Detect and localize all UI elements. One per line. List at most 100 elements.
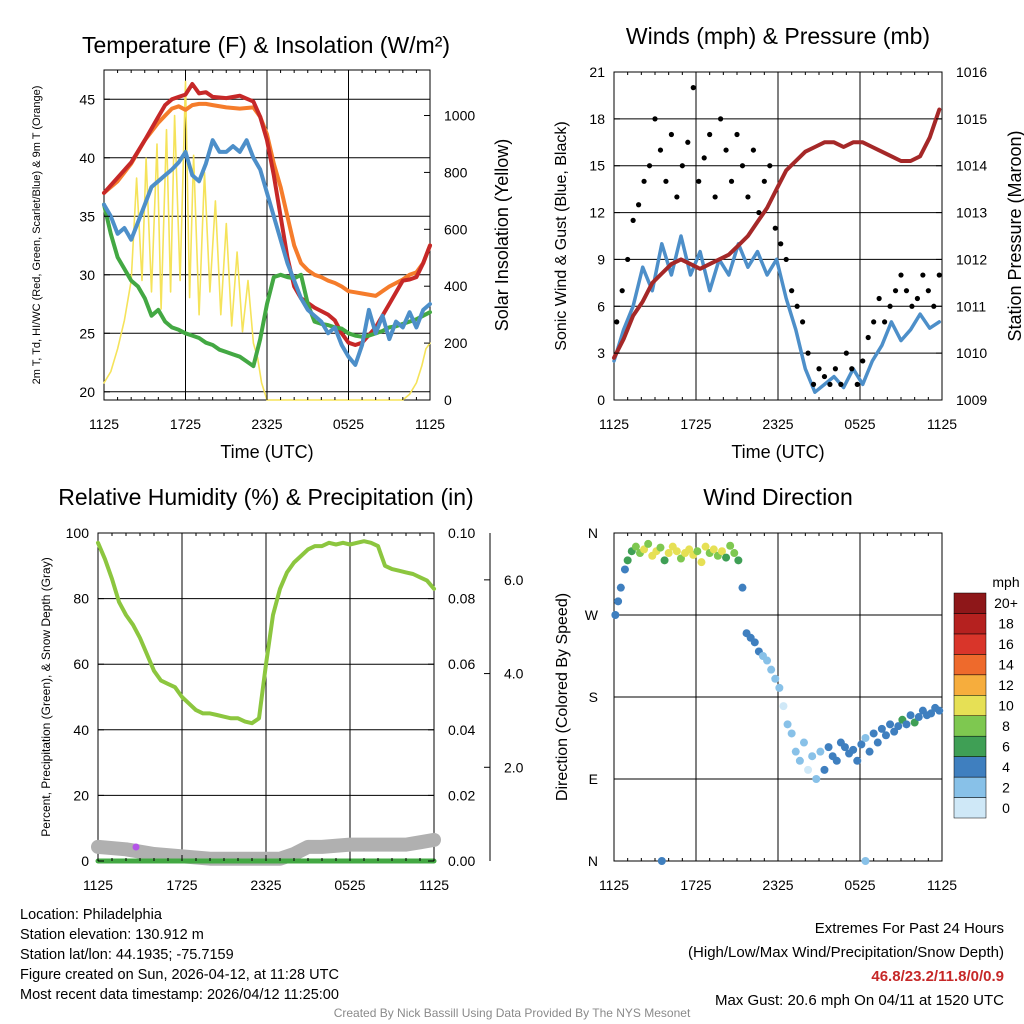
gust-point [805, 350, 811, 356]
station-info: Location: Philadelphia Station elevation… [20, 905, 339, 1005]
series-line-wc [102, 138, 432, 367]
colorbar-swatch [953, 592, 987, 614]
gust-point [816, 366, 822, 372]
y-tick-label: 6 [597, 298, 605, 314]
gust-point [892, 288, 899, 294]
y-tick-label: W [585, 607, 599, 623]
winds-plot: 0 3 6 9 12 15 18 21 1009 1010 1011 1012 1013 1014 101… [589, 64, 987, 432]
gust-point [854, 381, 860, 387]
direction-point [620, 565, 629, 574]
x-tick-label: 1125 [415, 416, 445, 432]
gust-point [920, 272, 926, 278]
y-tick-label: 45 [79, 91, 95, 107]
humidity-ylabel-left: Percent, Precipitation (Green), & Snow D… [39, 557, 53, 836]
right-tick-label: 1009 [956, 392, 987, 408]
direction-point [644, 539, 653, 548]
x-tick-label: 2325 [250, 877, 281, 893]
colorbar-label: 8 [1002, 718, 1010, 734]
direction-point [853, 756, 862, 765]
gust-point [821, 373, 828, 380]
temperature-x-ticks: 1125 1725 2325 0525 1125 [89, 70, 445, 432]
direction-point [750, 638, 759, 647]
gust-point [865, 334, 871, 341]
right-tick-label: 0.06 [448, 656, 475, 672]
gust-point [690, 85, 696, 91]
colorbar-title: mph [992, 574, 1019, 590]
gust-point [745, 194, 751, 200]
y-tick-label: N [588, 853, 598, 869]
gust-point [767, 163, 773, 169]
direction-point [787, 729, 796, 738]
gust-point [827, 381, 833, 387]
direction-point [701, 542, 710, 551]
humidity-title: Relative Humidity (%) & Precipitation (i… [58, 484, 473, 510]
humidity-left-ticks: 0 20 40 60 80 100 [66, 525, 104, 869]
winds-right-ticks: 1009 1010 1011 1012 1013 1014 1015 1016 [936, 64, 987, 408]
x-tick-label: 1125 [927, 416, 957, 432]
gust-point [871, 319, 877, 325]
y-tick-label: 18 [589, 111, 605, 127]
direction-point [816, 747, 825, 756]
direction-point [763, 656, 772, 665]
direction-point [779, 702, 788, 711]
right-tick-label: 1015 [956, 111, 987, 127]
direction-point [783, 720, 792, 729]
colorbar-swatch [953, 695, 987, 716]
direction-point [730, 549, 739, 558]
right-tick-label: 1012 [956, 251, 987, 267]
x-tick-label: 2325 [762, 416, 793, 432]
created-text: Figure created on Sun, 2026-04-12, at 11… [20, 967, 339, 983]
right-tick-label: 1014 [956, 158, 987, 174]
colorbar-label: 2 [1002, 779, 1010, 795]
direction-point [676, 554, 685, 563]
gust-point [625, 256, 631, 263]
gust-point [909, 303, 915, 309]
gust-point [734, 131, 740, 138]
gust-point [750, 147, 757, 153]
y-tick-label: S [589, 689, 598, 705]
series-line-pressure [612, 107, 942, 360]
credit-text: Created By Nick Bassill Using Data Provi… [333, 1006, 691, 1020]
y-tick-label: 0 [81, 853, 89, 869]
colorbar-swatch [953, 756, 987, 778]
direction-point [656, 543, 665, 552]
extremes-info: Extremes For Past 24 Hours (High/Low/Max… [688, 917, 1004, 1013]
colorbar-label: 12 [998, 677, 1014, 693]
direction-point [886, 720, 895, 729]
humidity-right-ticks: 0.00 0.02 0.04 0.06 0.08 0.10 [428, 525, 475, 869]
direction-point [664, 549, 673, 558]
gust-point [723, 147, 729, 153]
direction-point [717, 547, 726, 556]
direction-points [611, 539, 944, 865]
recent-text: Most recent data timestamp: 2026/04/12 1… [20, 987, 339, 1003]
right-tick-label: 800 [444, 164, 468, 180]
series-line-insolation [103, 80, 431, 401]
y-tick-label: 30 [79, 267, 95, 283]
gust-point [887, 303, 893, 309]
colorbar-label: 20+ [994, 595, 1018, 611]
x-tick-label: 1725 [166, 877, 197, 893]
winds-xlabel: Time (UTC) [731, 442, 824, 462]
direction-point [616, 583, 625, 592]
gust-point [800, 319, 806, 325]
right-tick-label: 200 [444, 335, 468, 351]
gust-point [876, 295, 882, 302]
direction-point [840, 743, 849, 752]
y-tick-label: 20 [79, 384, 95, 400]
gust-point [756, 209, 762, 216]
direction-point [861, 857, 870, 865]
x-tick-label: 1125 [599, 877, 629, 893]
snow-tick-label: 6.0 [504, 572, 524, 588]
direction-point [935, 706, 944, 715]
right-tick-label: 0 [444, 392, 452, 408]
direction-point [631, 542, 640, 551]
speed-colorbar: 0 2 4 6 8 10 12 14 16 18 20+ [953, 592, 1018, 819]
direction-point [791, 747, 800, 756]
x-tick-label: 1125 [927, 877, 957, 893]
direction-point [824, 743, 833, 752]
direction-point [894, 722, 903, 731]
temperature-title: Temperature (F) & Insolation (W/m²) [82, 32, 450, 58]
precip-marker [132, 843, 140, 851]
y-tick-label: 0 [597, 392, 605, 408]
gust-point [931, 303, 937, 309]
